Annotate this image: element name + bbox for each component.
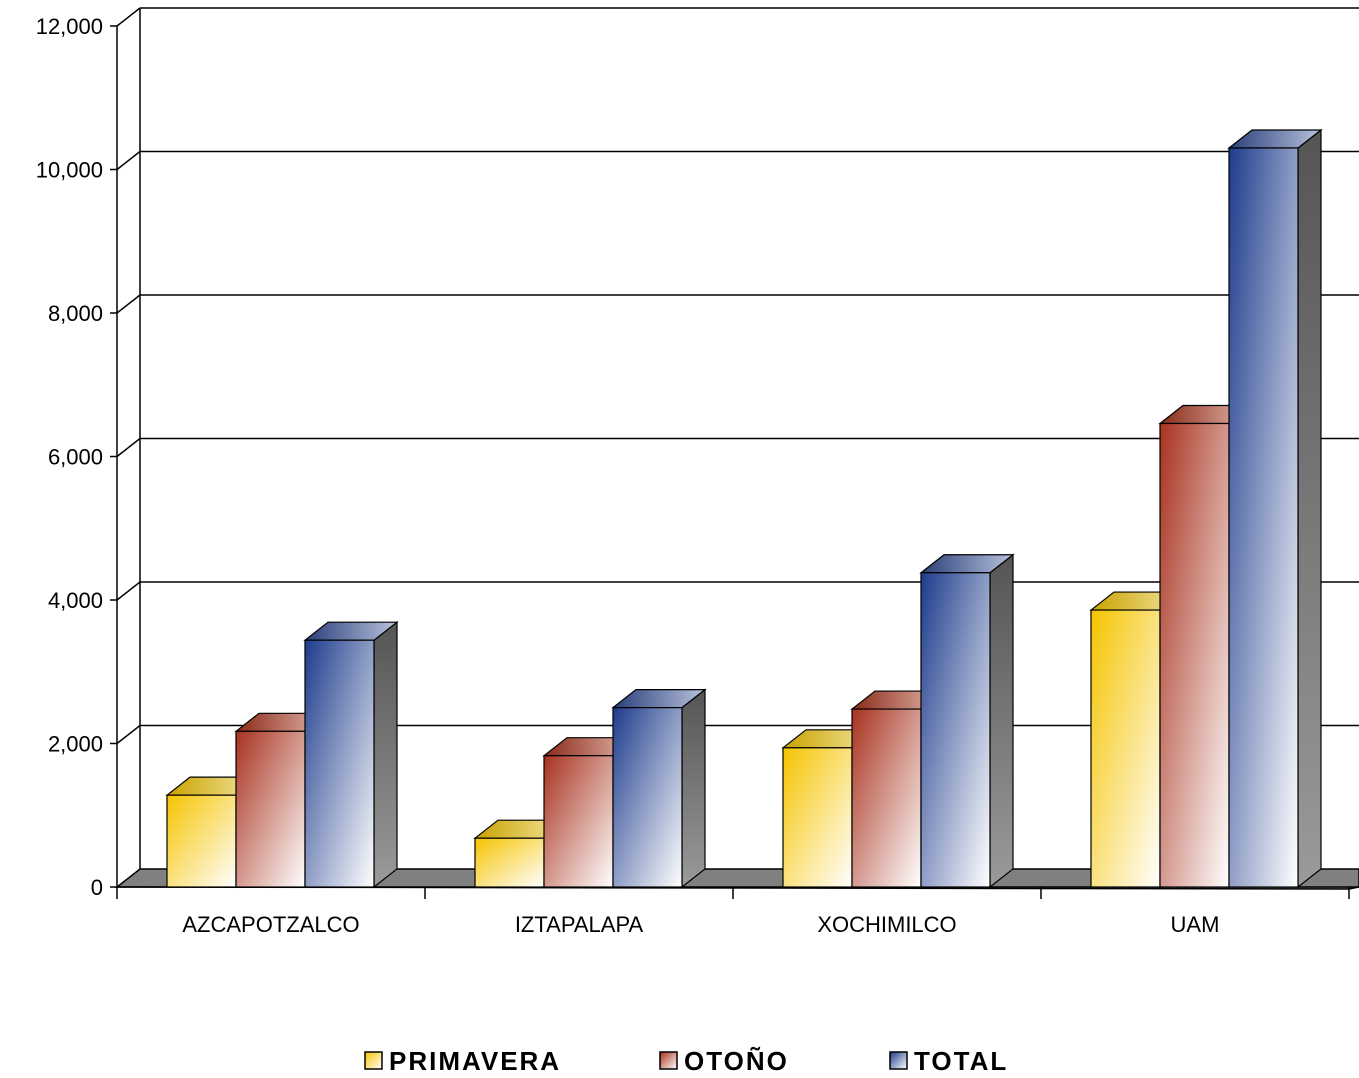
gridline-depth [116,294,141,314]
y-tick-label: 10,000 [36,158,103,183]
floor-plane [114,868,1359,890]
y-tick-label: 4,000 [48,588,103,613]
bar-front [1090,609,1161,888]
bar-front [1159,422,1230,888]
bars [165,128,1323,889]
bar [303,620,399,889]
gridline-depth [116,150,141,171]
bar-side [989,553,1014,889]
gridline-depth [116,724,141,745]
x-category-label: UAM [1171,912,1220,937]
x-category-label: XOCHIMILCO [817,912,956,937]
x-category-label: AZCAPOTZALCO [182,912,359,937]
y-tick-label: 12,000 [36,14,103,39]
bar-front [920,572,991,888]
x-axis-category-labels: AZCAPOTZALCO IZTAPALAPA XOCHIMILCO UAM [182,912,1219,937]
bar-side [373,620,398,889]
gridline-depth [116,7,141,27]
bar [919,553,1015,889]
legend-label: PRIMAVERA [389,1046,561,1076]
legend-label: OTOÑO [684,1046,789,1076]
y-tick-label: 6,000 [48,445,103,470]
bar-front [304,639,375,888]
chart-floor [114,868,1359,890]
bar-front [851,708,922,888]
bar-front [166,794,237,888]
bar-front [612,707,683,888]
bar-front [474,837,545,888]
bar-side [1297,128,1322,889]
bar-side [681,688,706,889]
bar-front [235,730,306,888]
bar-front [543,755,614,888]
gridline-depth [116,581,141,601]
y-tick-label: 2,000 [48,732,103,757]
legend-label: TOTAL [914,1046,1008,1076]
legend: PRIMAVERA OTOÑO TOTAL [364,1046,1008,1076]
bar [611,688,707,889]
y-tick-label: 8,000 [48,301,103,326]
legend-swatch [659,1051,678,1070]
y-tick-label: 0 [91,875,103,900]
x-category-label: IZTAPALAPA [515,912,644,937]
y-axis-tick-labels: 0 2,000 4,000 6,000 8,000 10,000 12,000 [36,14,103,900]
gridlines [116,7,1359,745]
legend-swatch [889,1051,908,1070]
bar [1227,128,1323,889]
bar-front [1228,147,1299,888]
bar-front [782,747,853,888]
legend-swatch [364,1051,383,1070]
gridline-depth [116,437,141,458]
